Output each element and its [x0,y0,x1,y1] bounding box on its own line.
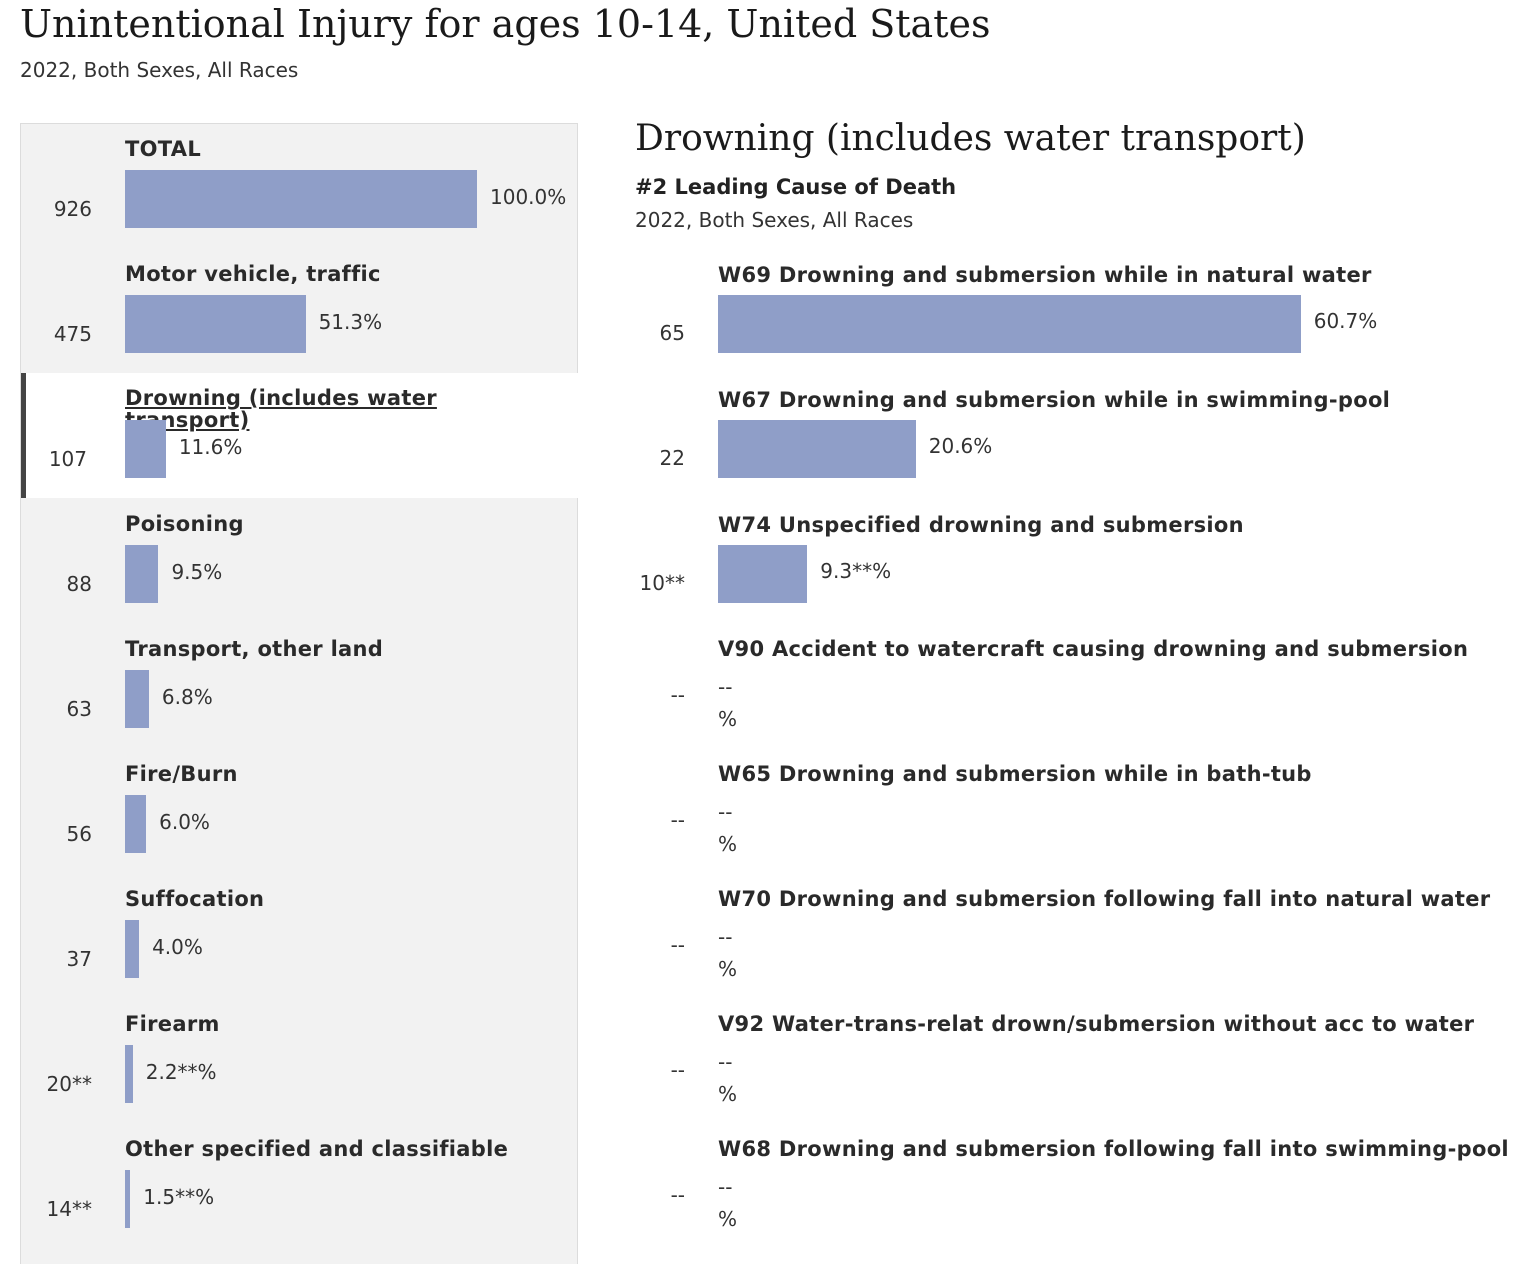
cause-row-motor-vehicle-traffic[interactable]: Motor vehicle, traffic 475 51.3% [21,248,579,373]
cause-percent-label: 11.6% [178,435,243,459]
subcause-percent-label: -- % [718,1050,738,1106]
subcause-row: V90 Accident to watercraft causing drown… [630,637,1530,762]
cause-label[interactable]: Poisoning [125,512,244,536]
subcause-label: W74 Unspecified drowning and submersion [718,513,1244,537]
subcause-label: V90 Accident to watercraft causing drown… [718,637,1469,661]
page-title: Unintentional Injury for ages 10-14, Uni… [20,2,991,46]
cause-percent-label: 51.3% [318,310,383,334]
subcause-row: V92 Water-trans-relat drown/submersion w… [630,1012,1530,1137]
cause-bar [125,295,306,353]
subcause-percent-label: -- % [718,800,738,856]
cause-list-panel: TOTAL 926 100.0% Motor vehicle, traffic 475 5… [20,123,579,1264]
subcause-label: V92 Water-trans-relat drown/submersion w… [718,1012,1475,1036]
subcause-count: -- [670,808,685,832]
cause-count: 20** [46,1072,92,1096]
cause-bar [125,920,140,978]
cause-row-total[interactable]: TOTAL 926 100.0% [21,123,579,248]
subcause-count: -- [670,683,685,707]
cause-percent-label: 9.5% [171,560,223,584]
cause-bar [125,420,166,478]
subcause-count: -- [670,933,685,957]
cause-percent-label: 2.2**% [145,1060,217,1084]
detail-rank: #2 Leading Cause of Death [635,175,957,199]
subcause-percent-label: 20.6% [928,434,993,458]
cause-label[interactable]: Motor vehicle, traffic [125,262,381,286]
cause-count: 56 [66,822,92,846]
cause-row-fire-burn[interactable]: Fire/Burn 56 6.0% [21,748,579,873]
cause-bar [125,795,147,853]
cause-label[interactable]: Suffocation [125,887,265,911]
cause-count: 14** [46,1197,92,1221]
cause-percent-label: 1.5**% [143,1185,215,1209]
subcause-label: W70 Drowning and submersion following fa… [718,887,1491,911]
cause-percent-label: 100.0% [490,185,567,209]
subcause-bar [718,545,808,603]
subcause-count: 10** [639,571,685,595]
cause-label[interactable]: Other specified and classifiable [125,1137,509,1161]
cause-count: 107 [48,447,87,471]
cause-bar [125,1170,131,1228]
cause-bar [125,1045,133,1103]
subcause-row: W74 Unspecified drowning and submersion 1… [630,513,1530,638]
subcause-row: W70 Drowning and submersion following fa… [630,887,1530,1012]
subcause-label: W65 Drowning and submersion while in bat… [718,762,1312,786]
subcause-percent-label: -- % [718,925,738,981]
cause-label[interactable]: Fire/Burn [125,762,238,786]
cause-row-poisoning[interactable]: Poisoning 88 9.5% [21,498,579,623]
subcause-count: 22 [659,446,685,470]
cause-label[interactable]: TOTAL [125,137,202,161]
cause-count: 63 [66,697,92,721]
page-subtitle: 2022, Both Sexes, All Races [20,58,299,82]
cause-count: 37 [66,947,92,971]
cause-bar [125,170,477,228]
cause-row-suffocation[interactable]: Suffocation 37 4.0% [21,873,579,998]
cause-row-drowning-includes-water-transport[interactable]: Drowning (includes water transport) 107 11… [21,373,579,498]
cause-row-other-specified-and-classifiable[interactable]: Other specified and classifiable 14** 1.5*… [21,1123,579,1248]
subcause-row: W69 Drowning and submersion while in nat… [630,263,1530,388]
subcause-row: W68 Drowning and submersion following fa… [630,1137,1530,1262]
cause-row-firearm[interactable]: Firearm 20** 2.2**% [21,998,579,1123]
subcause-label: W69 Drowning and submersion while in nat… [718,263,1372,287]
cause-percent-label: 4.0% [152,935,203,959]
subcause-percent-label: -- % [718,675,738,731]
cause-count: 88 [66,572,92,596]
cause-count: 926 [53,197,92,221]
subcause-percent-label: 9.3**% [820,559,892,583]
subcause-percent-label: -- % [718,1175,738,1231]
cause-percent-label: 6.8% [161,685,213,709]
subcause-count: 65 [659,321,685,345]
cause-percent-label: 6.0% [159,810,210,834]
subcause-count: -- [670,1058,685,1082]
subcause-label: W68 Drowning and submersion following fa… [718,1137,1509,1161]
cause-count: 475 [53,322,92,346]
detail-title: Drowning (includes water transport) [635,118,1306,159]
subcause-percent-label: 60.7% [1313,309,1378,333]
subcause-label: W67 Drowning and submersion while in swi… [718,388,1391,412]
cause-label[interactable]: Drowning (includes water transport) [125,386,437,432]
detail-subtitle: 2022, Both Sexes, All Races [635,208,914,232]
subcause-bar [718,295,1301,353]
subcause-row: W65 Drowning and submersion while in bat… [630,762,1530,887]
subcause-count: -- [670,1183,685,1207]
cause-row-transport-other-land[interactable]: Transport, other land 63 6.8% [21,623,579,748]
cause-bar [125,545,159,603]
cause-bar [125,670,149,728]
cause-label[interactable]: Firearm [125,1012,220,1036]
subcause-bar [718,420,916,478]
subcause-row: W67 Drowning and submersion while in swi… [630,388,1530,513]
cause-label[interactable]: Transport, other land [125,637,384,661]
